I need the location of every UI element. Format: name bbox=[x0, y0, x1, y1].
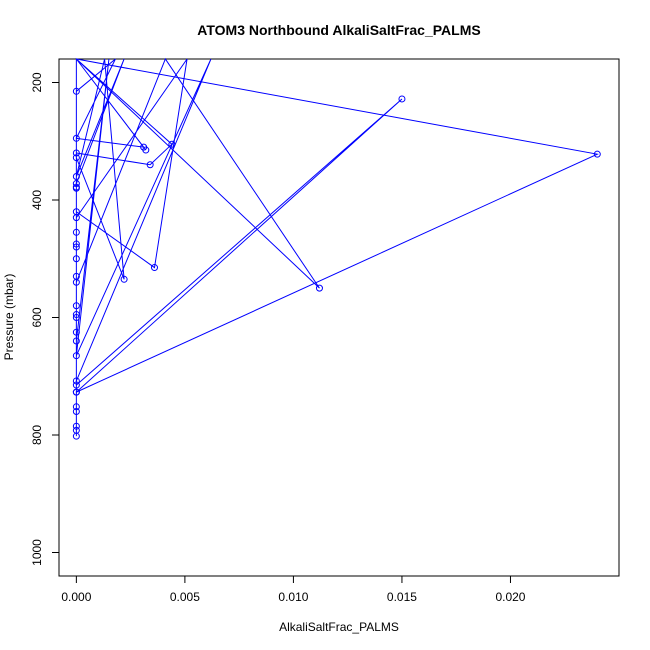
plot-frame bbox=[58, 58, 620, 577]
x-tick-label: 0.015 bbox=[387, 590, 417, 604]
x-tick-label: 0.020 bbox=[495, 590, 525, 604]
data-point bbox=[72, 377, 80, 385]
series-line bbox=[75, 57, 599, 437]
data-point bbox=[72, 311, 80, 319]
data-point bbox=[72, 352, 80, 360]
x-axis: 0.000 0.005 0.010 0.015 0.020 bbox=[61, 575, 526, 604]
x-axis-label: AlkaliSaltFrac_PALMS bbox=[279, 620, 399, 634]
x-tick-label: 0.000 bbox=[61, 590, 91, 604]
data-point bbox=[398, 95, 406, 103]
y-axis: 200 400 600 800 1000 bbox=[30, 72, 60, 566]
y-tick-label: 600 bbox=[30, 307, 44, 327]
data-point bbox=[72, 278, 80, 286]
data-point bbox=[72, 388, 80, 396]
data-point bbox=[72, 154, 80, 162]
data-point bbox=[72, 302, 80, 310]
data-point bbox=[72, 240, 80, 248]
x-tick-label: 0.005 bbox=[170, 590, 200, 604]
data-point bbox=[72, 184, 80, 192]
data-point bbox=[72, 381, 80, 389]
data-point bbox=[72, 214, 80, 222]
data-point bbox=[593, 150, 601, 158]
data-point bbox=[142, 146, 150, 154]
data-layer bbox=[72, 57, 601, 440]
data-point bbox=[146, 161, 154, 169]
data-point bbox=[120, 275, 128, 283]
data-point bbox=[72, 255, 80, 263]
data-point bbox=[72, 422, 80, 430]
chart-title: ATOM3 Northbound AlkaliSaltFrac_PALMS bbox=[197, 22, 480, 38]
data-point bbox=[72, 228, 80, 236]
data-point bbox=[72, 337, 80, 345]
data-point bbox=[72, 403, 80, 411]
data-point bbox=[72, 149, 80, 157]
data-point bbox=[72, 180, 80, 188]
y-axis-label: Pressure (mbar) bbox=[2, 274, 16, 361]
data-point bbox=[72, 432, 80, 440]
y-tick-label: 200 bbox=[30, 72, 44, 92]
data-point bbox=[168, 140, 176, 148]
y-tick-label: 800 bbox=[30, 425, 44, 445]
x-tick-label: 0.010 bbox=[278, 590, 308, 604]
y-tick-label: 1000 bbox=[30, 539, 44, 566]
y-tick-label: 400 bbox=[30, 190, 44, 210]
data-point bbox=[151, 264, 158, 272]
data-point bbox=[72, 328, 80, 336]
data-point bbox=[72, 408, 80, 415]
data-point bbox=[72, 314, 80, 321]
data-point bbox=[72, 134, 80, 142]
data-point bbox=[72, 173, 80, 180]
data-point bbox=[315, 284, 323, 292]
data-point bbox=[72, 87, 80, 95]
data-point bbox=[72, 243, 80, 251]
